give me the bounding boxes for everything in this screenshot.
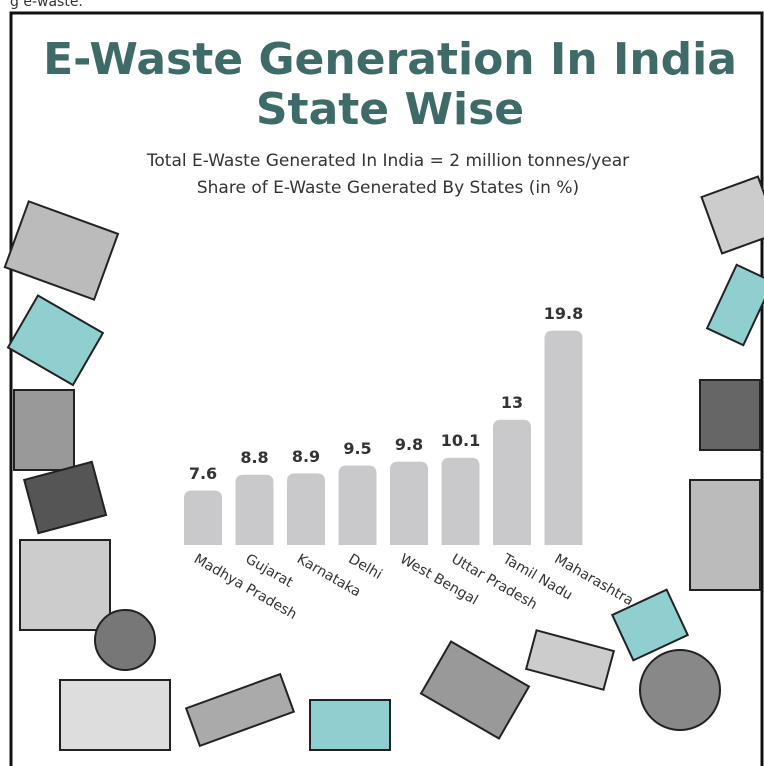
data-label: 8.8 xyxy=(240,448,268,467)
bar xyxy=(545,331,583,545)
chart-subtitle: Share of E-Waste Generated By States (in… xyxy=(197,178,579,198)
bar xyxy=(390,462,428,545)
data-label: 9.8 xyxy=(395,435,423,454)
bar xyxy=(184,490,222,545)
data-label: 19.8 xyxy=(544,304,583,323)
chart-title: E-Waste Generation In India xyxy=(43,34,737,85)
data-label: 9.5 xyxy=(343,439,371,458)
bar xyxy=(442,458,480,545)
bar xyxy=(493,420,531,545)
bar xyxy=(236,475,274,545)
bar xyxy=(339,466,377,545)
data-label: 8.9 xyxy=(292,447,320,466)
chart: g e-waste. E-Waste Generation In India S… xyxy=(0,0,764,766)
chart-subtitle: Total E-Waste Generated In India = 2 mil… xyxy=(146,151,629,171)
data-label: 13 xyxy=(501,393,523,412)
bar xyxy=(287,473,325,545)
data-label: 7.6 xyxy=(189,464,217,483)
chart-title: State Wise xyxy=(256,84,524,135)
header-fragment: g e-waste. xyxy=(10,0,83,10)
data-label: 10.1 xyxy=(441,431,480,450)
page: g e-waste. E-Waste Generation In India S… xyxy=(0,0,764,766)
